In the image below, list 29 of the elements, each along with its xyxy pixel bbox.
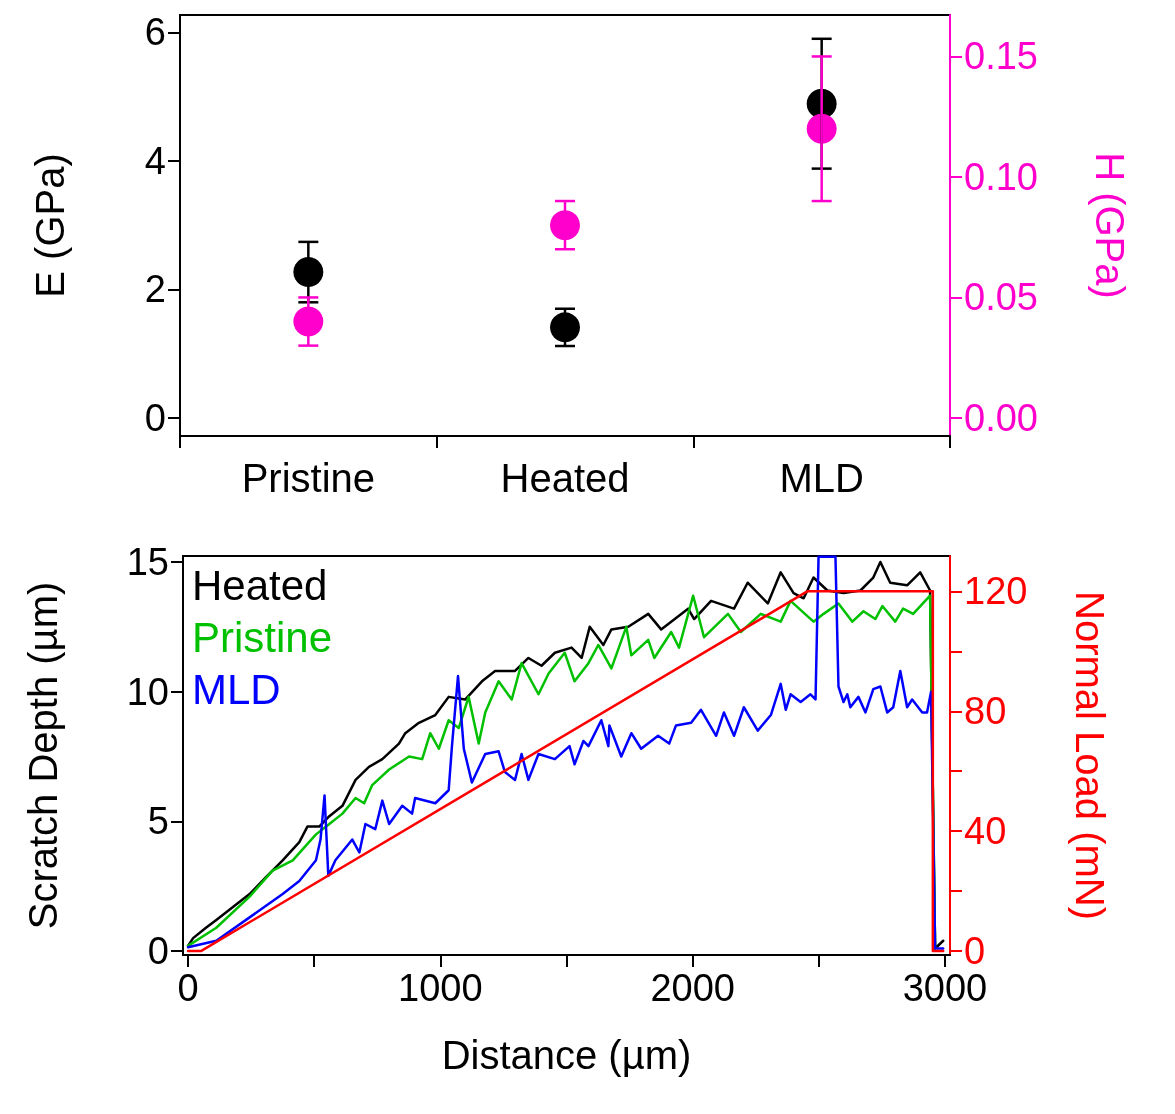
x-tick-label: Pristine bbox=[241, 456, 376, 500]
y2-axis-title: H (GPa) bbox=[1088, 152, 1132, 299]
y2-tick-label: 40 bbox=[964, 810, 1007, 853]
text: MLD bbox=[192, 665, 281, 713]
y-tick-label: 15 bbox=[126, 540, 169, 583]
x-tick-label: Heated bbox=[500, 456, 630, 500]
x-tick-label: 0 bbox=[177, 967, 199, 1009]
y2-axis-title: Normal Load (mN) bbox=[1068, 591, 1112, 920]
y2-tick-label: 0.10 bbox=[964, 155, 1038, 198]
x-tick-label: MLD bbox=[779, 456, 864, 500]
y2-tick-label: 120 bbox=[964, 570, 1028, 613]
y2-tick-label: 0.15 bbox=[964, 35, 1038, 78]
y-axis-title: E (GPa) bbox=[28, 153, 72, 298]
y-tick-label: 10 bbox=[126, 670, 169, 713]
y-tick-label: 0 bbox=[147, 930, 169, 973]
y2-tick-label: 80 bbox=[964, 690, 1007, 733]
y2-tick-label: 0.05 bbox=[964, 276, 1038, 319]
text: Heated bbox=[192, 561, 328, 609]
x-axis-title: Distance (µm) bbox=[441, 1033, 692, 1077]
y-tick-label: 4 bbox=[144, 139, 166, 182]
text: Pristine bbox=[192, 613, 333, 661]
y2-tick-label: 0.00 bbox=[964, 396, 1038, 439]
y-tick-label: 6 bbox=[144, 11, 166, 54]
y-tick-label: 2 bbox=[144, 268, 166, 311]
y-axis-title: Scratch Depth (µm) bbox=[21, 581, 65, 930]
y-tick-label: 5 bbox=[147, 800, 169, 843]
x-tick-label: 1000 bbox=[398, 967, 483, 1009]
y-tick-label: 0 bbox=[144, 397, 166, 439]
x-tick-label: 2000 bbox=[650, 967, 735, 1009]
